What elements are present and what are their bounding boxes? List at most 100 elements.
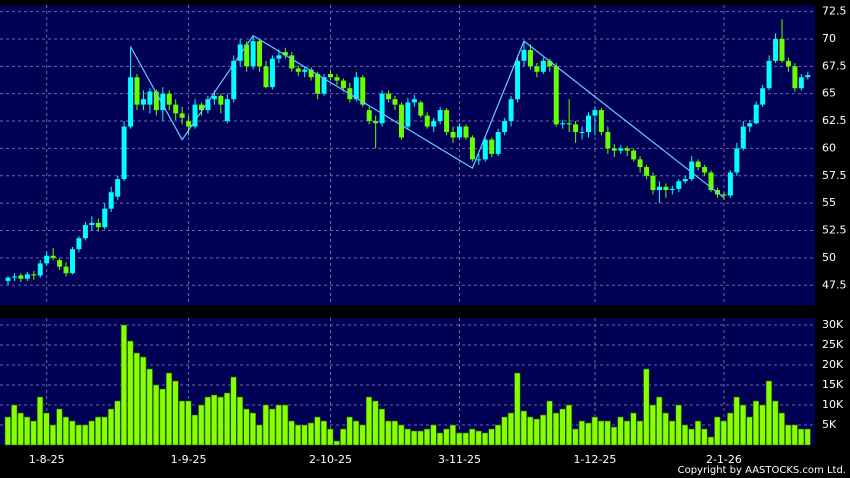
volume-bar: [340, 428, 347, 446]
candle-body: [457, 126, 462, 138]
candle-body: [431, 121, 437, 127]
volume-bar: [475, 430, 482, 446]
candle-body: [205, 99, 211, 111]
volume-bar: [417, 430, 424, 446]
candle-body: [82, 225, 88, 239]
volume-bar: [133, 352, 140, 446]
x-tick-label: 1-12-25: [573, 453, 616, 466]
candle-body: [121, 126, 127, 180]
candle-body: [160, 93, 166, 111]
volume-bar: [707, 436, 714, 446]
candle-body: [366, 110, 372, 122]
candle-body: [276, 55, 282, 59]
candle-body: [108, 192, 114, 209]
candle-body: [37, 263, 43, 276]
volume-bar: [727, 412, 734, 446]
volume-bar: [127, 340, 134, 446]
volume-bar: [404, 428, 411, 446]
y-tick-label: 72.5: [822, 5, 847, 18]
candle-body: [153, 91, 159, 111]
candle-body: [11, 276, 17, 278]
volume-bar: [11, 404, 18, 446]
candle-body: [302, 69, 308, 72]
candle-body: [166, 93, 172, 105]
candle-body: [740, 126, 746, 149]
candle-body: [573, 124, 579, 133]
candle-body: [669, 188, 675, 191]
volume-bar: [578, 420, 585, 446]
candle-body: [315, 73, 321, 94]
candle-body: [805, 75, 811, 78]
candle-body: [721, 194, 727, 196]
candle-body: [650, 175, 656, 191]
candle-body: [482, 139, 488, 160]
y-tick-label: 62.5: [822, 114, 847, 127]
x-tick-label: 2-10-25: [309, 453, 352, 466]
volume-tick-label: 20K: [822, 358, 844, 371]
candle-body: [637, 159, 643, 168]
volume-bar: [559, 408, 566, 446]
candle-body: [102, 208, 108, 228]
candle-body: [534, 66, 540, 72]
volume-bar: [449, 424, 456, 446]
volume-bar: [288, 420, 295, 446]
volume-bar: [656, 396, 663, 446]
volume-bar: [204, 396, 211, 446]
volume-bar: [146, 368, 153, 446]
volume-bar: [488, 428, 495, 446]
volume-bar: [185, 400, 192, 446]
candle-body: [437, 110, 443, 122]
volume-bar: [552, 412, 560, 446]
volume-bar: [36, 396, 44, 446]
candle-body: [334, 77, 340, 81]
volume-bar: [165, 372, 173, 446]
candle-body: [798, 77, 804, 89]
volume-bar: [411, 430, 418, 446]
volume-bar: [804, 428, 811, 446]
candle-body: [269, 58, 275, 88]
volume-bar: [501, 416, 508, 446]
candle-body: [779, 38, 785, 61]
volume-bar: [714, 416, 721, 446]
candle-body: [386, 93, 392, 100]
candle-body: [792, 66, 798, 89]
y-tick-label: 55: [822, 196, 836, 209]
volume-bar: [256, 424, 263, 446]
candle-body: [560, 123, 566, 125]
volume-bar: [527, 416, 534, 446]
volume-bar: [430, 424, 437, 446]
candle-body: [173, 104, 179, 114]
volume-bar: [352, 420, 360, 446]
candle-body: [586, 115, 591, 133]
candle-body: [224, 99, 230, 122]
volume-bar: [24, 416, 31, 446]
candle-body: [515, 60, 521, 100]
candle-body: [353, 77, 359, 100]
candle-body: [89, 222, 95, 226]
volume-tick-label: 25K: [822, 338, 844, 351]
volume-bar: [604, 420, 611, 446]
candle-body: [463, 126, 469, 138]
candle-body: [5, 277, 11, 281]
candle-body: [418, 102, 424, 116]
volume-bar: [688, 428, 695, 446]
trend-line: [130, 34, 725, 199]
volume-bar: [514, 372, 521, 446]
volume-bar: [585, 422, 592, 446]
candle-body: [444, 110, 450, 133]
candle-body: [405, 102, 411, 127]
volume-bar: [178, 400, 186, 446]
volume-bar: [107, 408, 115, 446]
volume-bar: [540, 414, 547, 446]
volume-bar: [120, 324, 127, 446]
candle-body: [508, 99, 514, 122]
volume-bar: [398, 424, 405, 446]
volume-bar: [785, 424, 792, 446]
candle-body: [656, 186, 662, 191]
y-tick-label: 67.5: [822, 59, 847, 72]
candle-body: [140, 99, 146, 105]
volume-bar: [378, 408, 386, 446]
candle-body: [598, 110, 604, 133]
volume-bar: [4, 416, 11, 446]
volume-bar: [372, 400, 379, 446]
